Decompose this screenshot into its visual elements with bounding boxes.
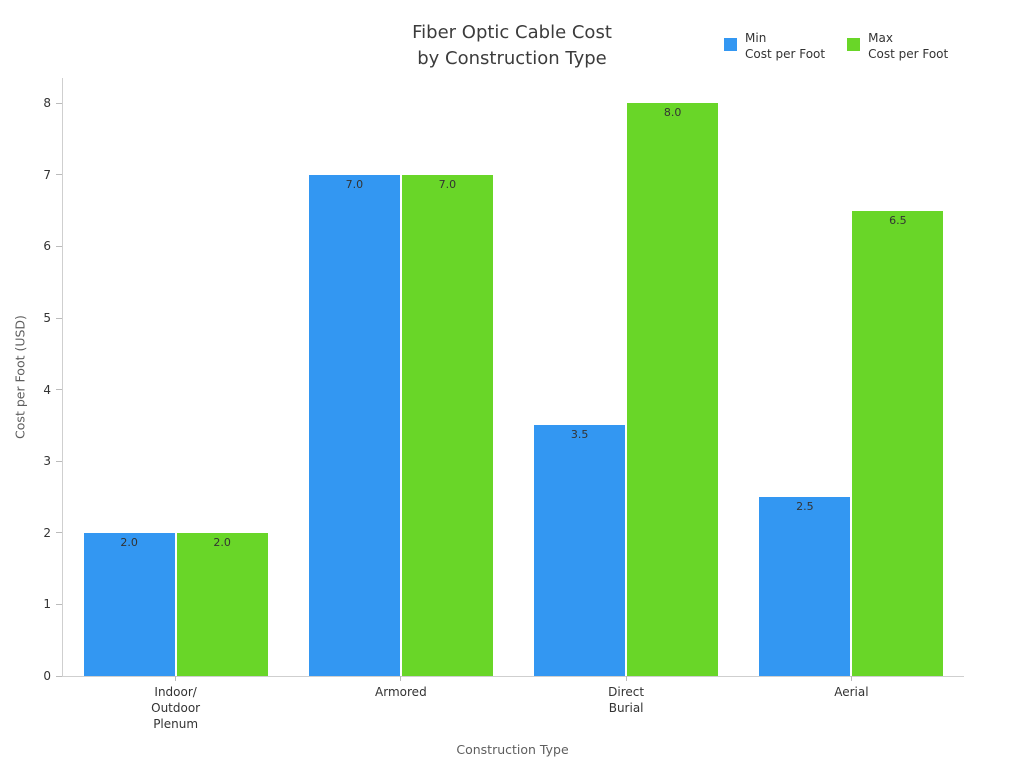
legend-label-min: Min Cost per Foot [745,31,826,61]
y-tick-mark [56,460,62,462]
y-tick-label: 1 [43,597,51,612]
bar-value-label: 7.0 [438,178,457,191]
y-tick-label: 6 [43,239,51,254]
legend-item-max: Max Cost per Foot [847,30,948,62]
y-tick-label: 2 [43,525,51,540]
bar-max-1: 7.0 [401,175,493,676]
x-tick-label: Armored [375,685,427,699]
legend-color-swatch-max [847,38,861,51]
x-tick-label: Aerial [834,685,869,699]
x-axis-title: Construction Type [456,742,569,757]
chart-title: Fiber Optic Cable Cost by Construction T… [0,20,1024,72]
x-tick-mark [625,676,627,681]
bar-max-2: 8.0 [627,103,719,676]
x-tick-mark [400,676,402,681]
bar-min-1: 7.0 [308,175,400,676]
y-tick-label: 7 [43,167,51,182]
bar-value-label: 7.0 [345,178,364,191]
bar-value-label: 2.0 [213,536,231,549]
y-tick-label: 8 [43,96,51,111]
bar-max-3: 6.5 [852,211,944,676]
y-tick-mark [56,603,62,605]
y-tick-mark [56,245,62,247]
bar-min-2: 3.5 [534,425,626,676]
y-tick-mark [56,389,62,391]
x-tick-mark [850,676,852,681]
bar-value-label: 6.5 [889,214,907,227]
y-tick-mark [56,317,62,319]
x-tick-label: Indoor/ Outdoor Plenum [151,685,201,731]
bar-value-label: 2.5 [796,500,814,513]
y-tick-mark [56,532,62,534]
bar-value-label: 3.5 [570,428,589,441]
y-tick-label: 0 [43,669,51,683]
chart-title-line2: by Construction Type [417,48,607,69]
legend-color-swatch-min [724,38,737,51]
bar-min-3: 2.5 [759,497,851,676]
bar-min-0: 2.0 [83,533,175,676]
bar-max-0: 2.0 [176,533,268,676]
y-tick-label: 3 [43,454,51,469]
y-tick-mark [56,102,62,104]
chart-title-line1: Fiber Optic Cable Cost [412,22,612,43]
bar-value-label: 8.0 [663,106,682,119]
y-tick-label: 5 [43,311,51,325]
legend: Min Cost per Foot Max Cost per Foot [724,30,948,62]
x-tick-label: Direct Burial [608,685,645,715]
bar-value-label: 2.0 [120,536,138,549]
y-axis-title: Cost per Foot (USD) [12,315,28,439]
legend-label-max: Max Cost per Foot [868,31,949,61]
y-tick-mark [56,675,62,677]
x-tick-mark [175,676,177,681]
plot-area: 0 1 2 3 4 5 6 7 8 Indoor/ Outdoor Plenum 2.0 2.0 Arm… [43,78,964,731]
y-tick-mark [56,174,62,176]
legend-item-min: Min Cost per Foot [724,30,825,62]
y-tick-label: 4 [43,382,51,397]
